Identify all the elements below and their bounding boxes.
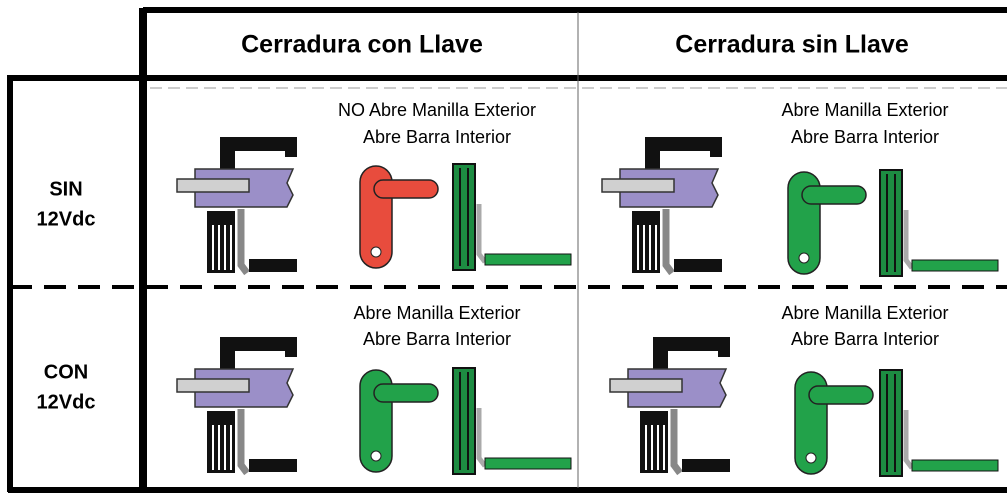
column-header: Cerradura sin Llave (675, 31, 909, 59)
row-label: 12Vdc (37, 391, 96, 413)
table-frame (7, 7, 1007, 493)
cell-text: Abre Manilla Exterior (781, 303, 948, 323)
lock-mechanism (602, 137, 722, 273)
cell: Abre Manilla Exterior Abre Barra Interio… (177, 303, 571, 474)
column-header: Cerradura con Llave (241, 31, 483, 59)
cell: Abre Manilla Exterior Abre Barra Interio… (602, 100, 998, 276)
handle-icon (359, 369, 439, 473)
cell-text: Abre Barra Interior (363, 329, 511, 349)
lock-mechanism (610, 337, 730, 473)
push-bar-icon (453, 368, 571, 474)
cell-text: Abre Barra Interior (791, 127, 939, 147)
cell-text: Abre Manilla Exterior (781, 100, 948, 120)
row-label: SIN (49, 178, 82, 200)
handle-icon (794, 371, 874, 475)
cell-text: Abre Barra Interior (791, 329, 939, 349)
cell: NO Abre Manilla Exterior Abre Barra Inte… (177, 100, 571, 273)
push-bar-icon (453, 164, 571, 270)
cell-text: Abre Barra Interior (363, 127, 511, 147)
cell-text: NO Abre Manilla Exterior (338, 100, 536, 120)
row-label: 12Vdc (37, 208, 96, 230)
push-bar-icon (880, 370, 998, 476)
lock-mechanism (177, 137, 297, 273)
handle-icon (359, 165, 439, 269)
cell: Abre Manilla Exterior Abre Barra Interio… (610, 303, 998, 476)
handle-icon (787, 171, 867, 275)
row-label: CON (44, 361, 88, 383)
cell-text: Abre Manilla Exterior (353, 303, 520, 323)
lock-mechanism (177, 337, 297, 473)
push-bar-icon (880, 170, 998, 276)
